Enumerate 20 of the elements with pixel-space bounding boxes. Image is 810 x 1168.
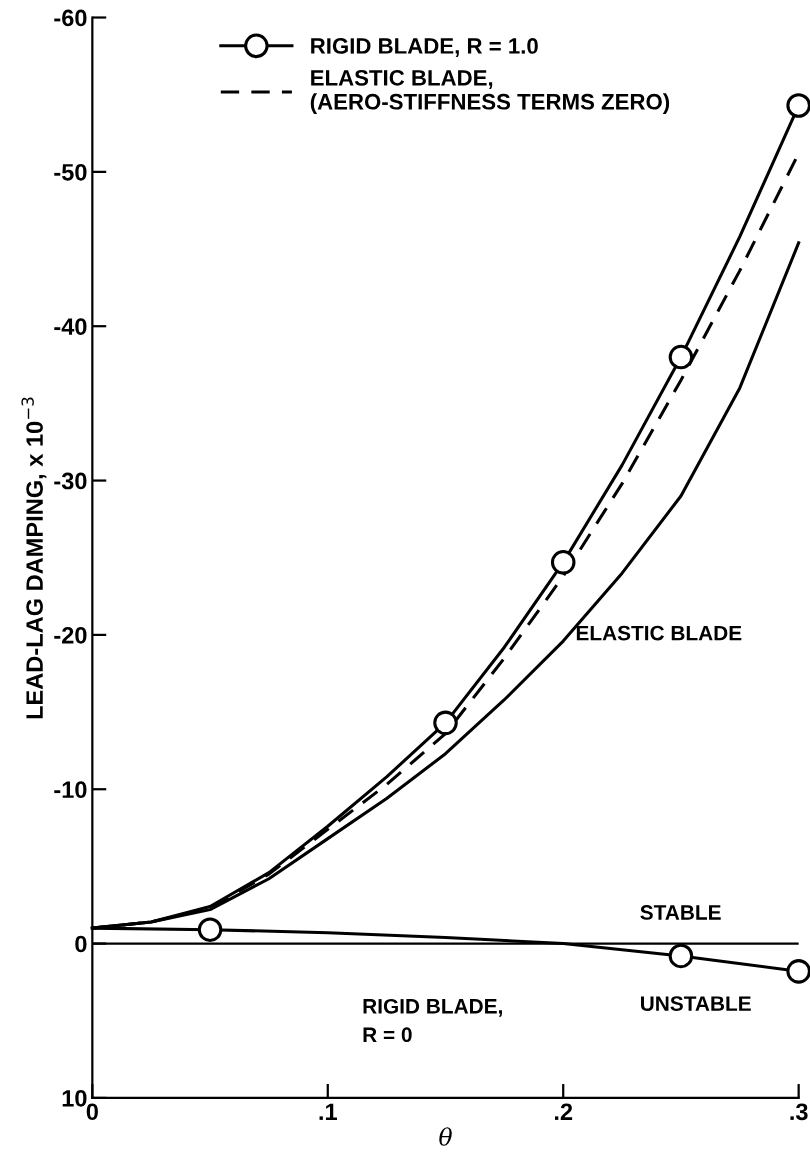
annotation: RIGID BLADE, R = 0 xyxy=(363,998,502,1043)
legend-label: ELASTIC BLADE, (AERO-STIFFNESS TERMS ZERO) xyxy=(310,69,670,114)
y-tick-label: -50 xyxy=(54,163,87,181)
y-tick-label: -30 xyxy=(54,472,87,490)
annotation: UNSTABLE xyxy=(640,996,751,1011)
legend-label: RIGID BLADE, R = 1.0 xyxy=(311,38,538,58)
y-tick-label: -10 xyxy=(54,781,87,799)
x-tick-label: .1 xyxy=(319,1103,337,1120)
annotation: ELASTIC BLADE xyxy=(576,625,742,641)
x-axis-title: θ xyxy=(439,1127,452,1146)
y-tick-label: -40 xyxy=(54,318,87,335)
annotation: STABLE xyxy=(640,905,721,920)
y-tick-label: 0 xyxy=(75,935,87,953)
x-tick-label: .2 xyxy=(554,1103,573,1120)
x-tick-label: 0 xyxy=(86,1103,98,1121)
y-tick-label: 10 xyxy=(62,1089,87,1107)
y-tick-label: -60 xyxy=(54,9,87,27)
y-tick-label: -20 xyxy=(54,626,87,644)
x-tick-label: .3 xyxy=(790,1103,808,1121)
y-axis-title: LEAD-LAG DAMPING, x 10$^{−3}$ xyxy=(21,397,47,719)
